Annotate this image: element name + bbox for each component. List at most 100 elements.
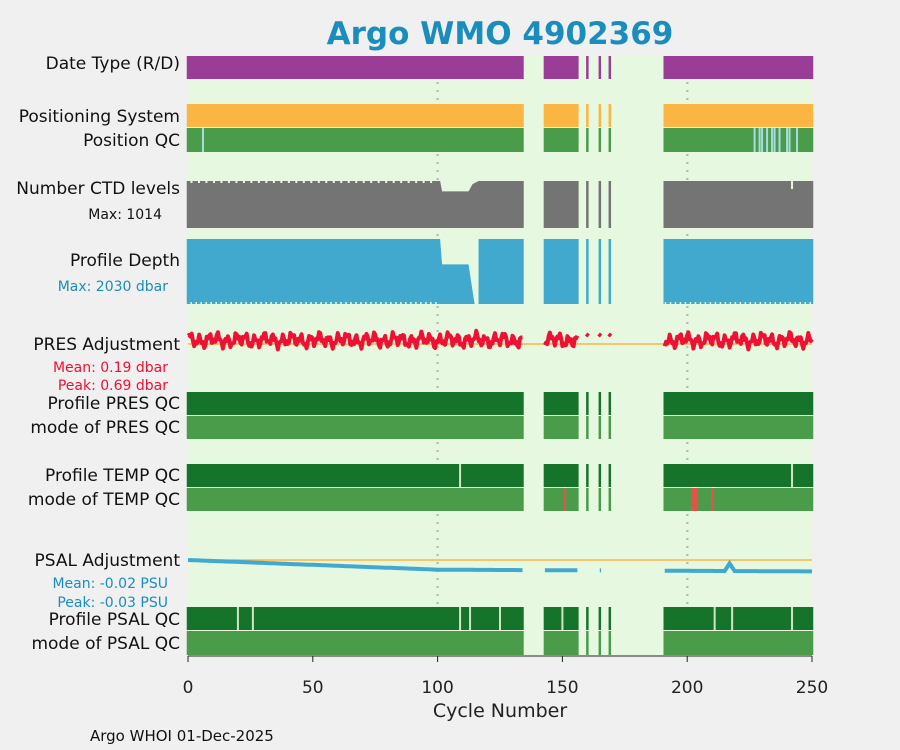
ctd-levels-edge-10 bbox=[212, 181, 215, 183]
profile-depth-edge-201 bbox=[689, 302, 692, 304]
profile-temp-qc-bar-seg-2 bbox=[586, 464, 589, 487]
bars-layer bbox=[186, 56, 814, 655]
profile-depth-edge-213 bbox=[719, 302, 722, 304]
position-qc-bar-seg-3 bbox=[598, 128, 602, 152]
ctd-levels-seg-1 bbox=[543, 181, 579, 228]
label-depth-max: Max: 2030 dbar bbox=[58, 279, 169, 295]
profile-depth-edge-65 bbox=[350, 302, 352, 304]
ctd-levels-edge-52 bbox=[317, 181, 320, 183]
mode-temp-qc-bar-seg-4 bbox=[608, 488, 612, 511]
mode-pres-qc-bar-seg-0 bbox=[186, 416, 524, 439]
ctd-levels-edge-49 bbox=[310, 181, 313, 183]
mode-temp-qc-bar-seg-2 bbox=[586, 488, 589, 511]
profile-depth-edge-217 bbox=[729, 302, 732, 304]
label-profile-pres-qc: Profile PRES QC bbox=[47, 394, 180, 414]
profile-temp-qc-bar-seg-5 bbox=[663, 464, 814, 487]
label-profile-depth: Profile Depth bbox=[70, 251, 180, 271]
label-mode-psal-qc: mode of PSAL QC bbox=[31, 634, 180, 654]
profile-depth-edge-241 bbox=[789, 302, 792, 304]
temp-mode-qc-flag-3 bbox=[696, 488, 699, 511]
profile-depth-edge-39 bbox=[285, 302, 287, 304]
profile-depth-edge-1 bbox=[190, 302, 192, 304]
profile-depth-edge-45 bbox=[300, 302, 302, 304]
position-qc-flag-3 bbox=[761, 128, 764, 152]
date-type-bar-seg-2 bbox=[586, 56, 589, 79]
profile-psal-qc-bar-seg-1 bbox=[543, 607, 579, 630]
ctd-levels-edge-61 bbox=[340, 181, 343, 183]
ctd-levels-edge-34 bbox=[272, 181, 275, 183]
pres-adjustment-trace-4 bbox=[607, 332, 613, 338]
profile-depth-seg-3 bbox=[598, 239, 602, 304]
profile-depth-edge-93 bbox=[420, 302, 422, 304]
ctd-levels-edge-4 bbox=[197, 181, 200, 183]
ctd-levels-edge-40 bbox=[287, 181, 290, 183]
profile-depth-edge-247 bbox=[804, 302, 807, 304]
profile-depth-edge-83 bbox=[395, 302, 397, 304]
profile-depth-seg-5 bbox=[663, 239, 814, 304]
label-mode-temp-qc: mode of TEMP QC bbox=[28, 490, 180, 510]
position-qc-bar-seg-0 bbox=[186, 128, 524, 152]
profile-depth-edge-231 bbox=[764, 302, 767, 304]
profile-depth-edge-191 bbox=[664, 302, 667, 304]
profile-depth-edge-239 bbox=[784, 302, 787, 304]
profile-depth-edge-69 bbox=[360, 302, 362, 304]
profile-depth-edge-27 bbox=[255, 302, 257, 304]
profile-depth-edge-31 bbox=[265, 302, 267, 304]
temp-mode-qc-flag-1 bbox=[691, 488, 694, 511]
ctd-levels-seg-3 bbox=[598, 181, 602, 228]
profile-depth-edge-57 bbox=[330, 302, 332, 304]
profile-depth-edge-81 bbox=[390, 302, 392, 304]
profile-depth-edge-91 bbox=[415, 302, 417, 304]
psal-adjustment-trace-5 bbox=[664, 559, 812, 574]
profile-psal-qc-bar-seg-4 bbox=[608, 607, 612, 630]
profile-depth-edge-219 bbox=[734, 302, 737, 304]
profile-depth-edge-89 bbox=[410, 302, 412, 304]
profile-depth-edge-17 bbox=[230, 302, 232, 304]
profile-pres-qc-bar-seg-2 bbox=[586, 392, 589, 415]
label-mode-pres-qc: mode of PRES QC bbox=[30, 418, 180, 438]
profile-pres-qc-bar-seg-3 bbox=[598, 392, 602, 415]
ctd-levels-edge-37 bbox=[280, 181, 283, 183]
mode-temp-qc-bar-seg-5 bbox=[663, 488, 814, 511]
ctd-levels-edge-88 bbox=[407, 181, 410, 183]
ctd-levels-edge-67 bbox=[355, 181, 358, 183]
profile-depth-edge-21 bbox=[240, 302, 242, 304]
ctd-levels-seg-5 bbox=[663, 181, 814, 228]
ctd-levels-edge-25 bbox=[250, 181, 253, 183]
profile-depth-edge-37 bbox=[280, 302, 282, 304]
profile-pres-qc-bar-seg-4 bbox=[608, 392, 612, 415]
ctd-levels-edge-22 bbox=[242, 181, 245, 183]
profile-depth-edge-221 bbox=[739, 302, 742, 304]
profile-depth-edge-87 bbox=[405, 302, 407, 304]
ctd-levels-edge-13 bbox=[220, 181, 223, 183]
ctd-levels-edge-70 bbox=[362, 181, 365, 183]
position-qc-flag-0 bbox=[201, 128, 204, 152]
profile-depth-edge-229 bbox=[759, 302, 762, 304]
psal-profile-qc-flag-1 bbox=[251, 607, 254, 630]
mode-psal-qc-bar-seg-5 bbox=[663, 631, 814, 655]
temp-mode-qc-flag-4 bbox=[711, 488, 714, 511]
label-psal-peak: Peak: -0.03 PSU bbox=[57, 595, 168, 611]
mode-psal-qc-bar-seg-4 bbox=[608, 631, 612, 655]
ctd-levels-dip bbox=[440, 181, 479, 192]
profile-temp-qc-bar-seg-4 bbox=[608, 464, 612, 487]
ctd-levels-edge-46 bbox=[302, 181, 305, 183]
position-qc-flag-2 bbox=[758, 128, 761, 152]
label-pres-peak: Peak: 0.69 dbar bbox=[58, 378, 168, 394]
mode-temp-qc-bar-seg-0 bbox=[186, 488, 524, 511]
label-positioning-system: Positioning System bbox=[19, 107, 180, 127]
x-axis: 0 50 100 150 200 250 bbox=[183, 655, 828, 698]
row-labels: Date Type (R/D) Positioning System Posit… bbox=[16, 54, 180, 654]
psal-profile-qc-flag-0 bbox=[236, 607, 239, 630]
profile-depth-edge-223 bbox=[744, 302, 747, 304]
x-tick-label-0: 0 bbox=[183, 678, 194, 698]
ctd-levels-edge-76 bbox=[377, 181, 380, 183]
profile-depth-edge-11 bbox=[215, 302, 217, 304]
position-qc-bar-seg-2 bbox=[586, 128, 589, 152]
profile-depth-edge-73 bbox=[370, 302, 372, 304]
profile-depth-edge-79 bbox=[385, 302, 387, 304]
profile-depth-edge-95 bbox=[425, 302, 427, 304]
date-type-bar-seg-3 bbox=[598, 56, 602, 79]
positioning-bar-seg-0 bbox=[186, 104, 524, 127]
